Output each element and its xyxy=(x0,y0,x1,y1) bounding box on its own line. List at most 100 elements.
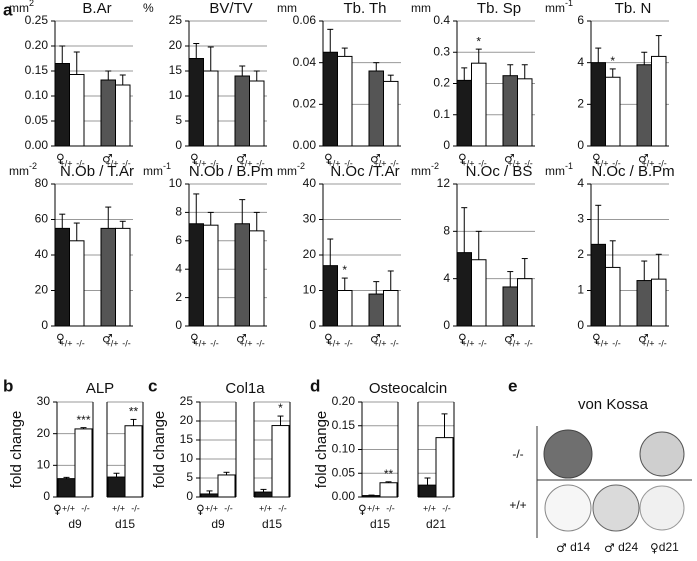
chart-title: Tb. Th xyxy=(343,0,386,17)
bar xyxy=(322,265,338,327)
unit-label: mm-2 xyxy=(277,161,305,178)
well xyxy=(592,484,640,532)
unit: mm xyxy=(9,164,29,178)
category-label: +/+ xyxy=(641,338,654,348)
category-label: -/- xyxy=(76,158,85,168)
category-label: -/- xyxy=(210,338,219,348)
significance: *** xyxy=(76,413,90,427)
bar xyxy=(249,80,265,147)
y-tick-label: 5 xyxy=(175,113,182,127)
y-tick-label: 40 xyxy=(35,247,49,261)
category-label: +/+ xyxy=(327,158,340,168)
bar xyxy=(200,493,219,498)
group-label: d9 xyxy=(68,517,82,531)
sex-label: ♀ xyxy=(196,503,205,517)
bar xyxy=(517,78,533,147)
y-tick-label: 3 xyxy=(577,212,584,226)
chart-title: Osteocalcin xyxy=(369,380,447,397)
y-tick-label: 0 xyxy=(309,318,316,332)
y-tick-label: 0.10 xyxy=(25,88,49,102)
y-tick-label: 0 xyxy=(175,318,182,332)
category-label: -/- xyxy=(478,338,487,348)
unit: mm xyxy=(9,1,29,15)
chart-title: N.Oc / BS xyxy=(466,163,533,180)
sex-label: ♀ xyxy=(53,503,62,517)
y-tick-label: 12 xyxy=(437,176,451,190)
well xyxy=(639,485,685,531)
y-axis-label: fold change xyxy=(313,411,330,489)
category-label: +/+ xyxy=(595,158,608,168)
bar xyxy=(54,63,70,147)
y-tick-label: 10 xyxy=(37,458,51,472)
category-label: -/- xyxy=(122,158,131,168)
y-tick-label: 0.15 xyxy=(332,418,356,432)
y-tick-label: 2 xyxy=(175,290,182,304)
group-label: d21 xyxy=(426,517,446,531)
category-label: +/+ xyxy=(367,503,380,513)
chart-title: BV/TV xyxy=(209,0,252,17)
bar xyxy=(651,55,667,147)
category-label: -/- xyxy=(442,503,451,513)
y-tick-label: 4 xyxy=(175,261,182,275)
y-tick-label: 0.20 xyxy=(25,38,49,52)
bar xyxy=(590,62,606,147)
y-tick-label: 0.20 xyxy=(332,394,356,408)
column-label: ♀d21 xyxy=(650,540,679,554)
unit: mm xyxy=(277,1,297,15)
y-tick-label: 8 xyxy=(175,205,182,219)
y-tick-label: 0.05 xyxy=(25,113,49,127)
y-tick-label: 15 xyxy=(169,63,183,77)
y-tick-label: 0 xyxy=(577,138,584,152)
bar xyxy=(203,224,219,327)
y-tick-label: 10 xyxy=(169,88,183,102)
category-label: -/- xyxy=(278,503,287,513)
unit: mm xyxy=(143,164,163,178)
group-label: ♀ xyxy=(458,152,467,166)
significance: ** xyxy=(384,467,394,481)
bar xyxy=(379,482,398,498)
y-tick-label: 4 xyxy=(443,271,450,285)
y-tick-label: 0.15 xyxy=(25,63,49,77)
y-tick-label: 80 xyxy=(35,176,49,190)
y-tick-label: 30 xyxy=(37,394,51,408)
y-tick-label: 20 xyxy=(180,413,194,427)
y-tick-label: 0.2 xyxy=(433,76,450,90)
category-label: +/+ xyxy=(507,338,520,348)
unit-exponent: -1 xyxy=(565,161,573,171)
category-label: -/- xyxy=(658,158,667,168)
bar xyxy=(471,259,487,327)
sex: ♀ xyxy=(650,541,659,555)
group-label: ♂ xyxy=(504,332,515,346)
category-label: -/- xyxy=(658,338,667,348)
bar xyxy=(100,227,116,327)
y-tick-label: 30 xyxy=(303,212,317,226)
significance: ** xyxy=(129,405,139,419)
group-label: d15 xyxy=(115,517,135,531)
category-label: +/+ xyxy=(595,338,608,348)
y-tick-label: 0.4 xyxy=(433,13,450,27)
category-label: -/- xyxy=(344,158,353,168)
category-label: +/+ xyxy=(193,338,206,348)
unit-exponent: -1 xyxy=(565,0,573,8)
bar xyxy=(590,243,606,327)
chart-title: N.Ob / T.Ar xyxy=(60,163,134,180)
bar xyxy=(517,278,533,327)
y-tick-label: 25 xyxy=(169,13,183,27)
y-tick-label: 0.06 xyxy=(293,13,317,27)
category-label: +/+ xyxy=(62,503,75,513)
bar xyxy=(69,240,85,327)
von-kossa-panel: von Kossa -/- +/+ ♂ d14 ♂ d24 ♀d21 xyxy=(509,396,692,555)
y-tick-label: 0 xyxy=(175,138,182,152)
y-tick-label: 6 xyxy=(577,13,584,27)
chart-title: B.Ar xyxy=(82,0,111,17)
bar xyxy=(337,290,353,327)
bar xyxy=(203,70,219,147)
y-tick-label: 40 xyxy=(303,176,317,190)
row-label: +/+ xyxy=(509,498,526,512)
category-label: +/+ xyxy=(461,158,474,168)
category-label: -/- xyxy=(81,503,90,513)
group-label: ♀ xyxy=(592,152,601,166)
y-tick-label: 0.25 xyxy=(25,13,49,27)
bar xyxy=(115,84,131,147)
group-label: ♀ xyxy=(458,332,467,346)
